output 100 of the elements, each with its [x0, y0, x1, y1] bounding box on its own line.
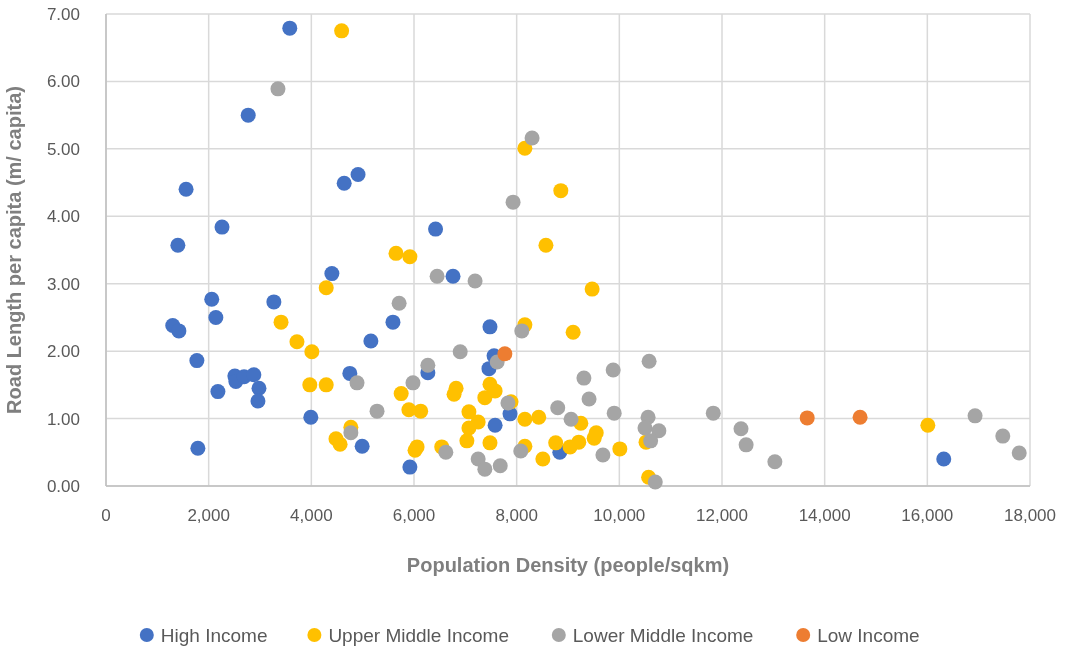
point: [385, 314, 401, 330]
point: [210, 384, 226, 400]
point: [738, 437, 754, 453]
point: [171, 323, 187, 339]
point: [452, 344, 468, 360]
point: [767, 454, 783, 470]
point: [852, 409, 868, 425]
point: [563, 411, 579, 427]
x-tick-label: 18,000: [1004, 506, 1056, 525]
point: [492, 458, 508, 474]
point: [208, 309, 224, 325]
point: [799, 410, 815, 426]
point: [393, 386, 409, 402]
y-axis-title: Road Length per capita (m/ capita): [3, 86, 25, 414]
x-tick-label: 2,000: [187, 506, 230, 525]
point: [413, 403, 429, 419]
x-tick-label: 14,000: [798, 506, 851, 525]
point: [438, 444, 454, 460]
point: [178, 181, 194, 197]
point: [429, 268, 445, 284]
point: [391, 295, 407, 311]
point: [477, 461, 493, 477]
point: [467, 273, 483, 289]
point: [576, 370, 592, 386]
point: [595, 447, 611, 463]
point: [920, 417, 936, 433]
point: [605, 362, 621, 378]
point: [189, 353, 205, 369]
legend-label: Lower Middle Income: [572, 624, 754, 646]
point: [651, 423, 667, 439]
point: [505, 194, 521, 210]
legend-label: Low Income: [817, 624, 920, 646]
point: [705, 405, 721, 421]
point: [190, 440, 206, 456]
point: [289, 334, 305, 350]
point: [550, 400, 566, 416]
y-tick-label: 1.00: [46, 409, 80, 429]
point: [304, 344, 320, 360]
point: [565, 324, 581, 340]
x-tick-label: 4,000: [290, 506, 333, 525]
point: [524, 130, 540, 146]
point: [538, 237, 554, 253]
point: [302, 377, 318, 393]
point: [273, 314, 289, 330]
point: [482, 435, 498, 451]
point: [250, 393, 266, 409]
point: [535, 451, 551, 467]
point: [251, 380, 267, 396]
point: [584, 281, 600, 297]
point: [445, 268, 461, 284]
y-tick-label: 0.00: [46, 476, 80, 496]
x-tick-label: 0: [101, 506, 111, 525]
y-tick-label: 2.00: [46, 342, 80, 362]
point: [531, 409, 547, 425]
point: [369, 403, 385, 419]
point: [246, 367, 262, 383]
point: [204, 291, 220, 307]
point: [548, 435, 564, 451]
point: [282, 20, 298, 36]
x-tick-label: 8,000: [495, 506, 538, 525]
point: [497, 346, 513, 362]
point: [405, 375, 421, 391]
point: [553, 183, 569, 199]
point: [517, 411, 533, 427]
point: [967, 408, 983, 424]
point: [324, 266, 340, 282]
x-tick-label: 12,000: [696, 506, 748, 525]
point: [240, 107, 256, 123]
point: [612, 441, 628, 457]
y-tick-label: 7.00: [46, 4, 80, 24]
point: [334, 23, 350, 39]
point: [363, 333, 379, 349]
point: [388, 245, 404, 261]
point: [349, 375, 365, 391]
point: [586, 430, 602, 446]
legend-label: Upper Middle Income: [328, 624, 509, 646]
point: [733, 421, 749, 437]
point: [482, 319, 498, 335]
point: [637, 420, 653, 436]
point: [459, 433, 475, 449]
point: [581, 391, 597, 407]
point: [354, 438, 370, 454]
point: [303, 409, 319, 425]
x-tick-label: 6,000: [392, 506, 436, 525]
point: [647, 474, 663, 490]
point: [517, 140, 533, 156]
point: [641, 353, 657, 369]
point: [606, 405, 622, 421]
point: [477, 390, 493, 406]
y-tick-label: 6.00: [46, 72, 80, 92]
point: [350, 166, 366, 182]
point: [170, 237, 186, 253]
point: [214, 219, 230, 235]
y-tick-label: 5.00: [46, 139, 80, 159]
point: [336, 175, 352, 191]
point: [420, 357, 436, 373]
point: [402, 249, 418, 265]
point: [514, 323, 530, 339]
point: [318, 377, 334, 393]
point: [995, 428, 1011, 444]
